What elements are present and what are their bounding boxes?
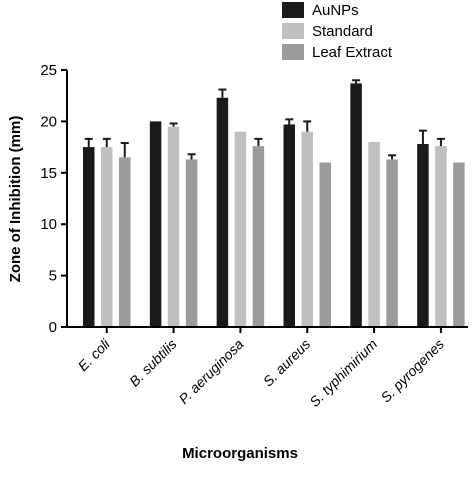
x-tick-label: S. aureus (260, 336, 314, 390)
legend-label: Leaf Extract (312, 44, 393, 61)
bar-aunps (83, 147, 95, 327)
y-tick-label: 20 (40, 113, 57, 130)
bar-aunps (283, 124, 295, 327)
bar-aunps (350, 83, 362, 327)
legend-swatch (282, 2, 304, 18)
bar-leaf-extract (319, 162, 331, 327)
bar-standard (368, 141, 380, 327)
y-tick-label: 25 (40, 62, 57, 79)
bar-aunps (216, 97, 229, 327)
x-tick-label: S. pyrogenes (377, 336, 447, 406)
legend-label: Standard (312, 23, 373, 40)
x-tick-label: P. aeruginosa (175, 336, 246, 407)
bar-leaf-extract (386, 159, 398, 327)
legend-swatch (282, 23, 304, 39)
bar-leaf-extract (252, 146, 265, 327)
y-tick-label: 5 (49, 268, 57, 285)
bar-aunps (417, 144, 429, 327)
bar-standard (167, 126, 180, 327)
x-tick-label: S. typhimirium (306, 336, 380, 410)
legend-label: AuNPs (312, 2, 359, 19)
legend-swatch (282, 44, 304, 60)
bar-standard (234, 131, 247, 327)
x-axis-title: Microorganisms (182, 445, 298, 462)
bar-aunps (149, 121, 162, 328)
bar-leaf-extract (185, 159, 198, 327)
bars-group (83, 79, 465, 328)
bar-standard (101, 147, 113, 327)
bar-standard (301, 131, 313, 327)
y-tick-label: 15 (40, 165, 57, 182)
x-tick-label: B. subtilis (126, 336, 180, 390)
bar-standard (435, 146, 447, 327)
bar-leaf-extract (453, 162, 465, 327)
y-axis: 0 5 10 15 20 25 (40, 62, 68, 336)
x-tick-label: E. coli (75, 335, 114, 374)
legend: AuNPs Standard Leaf Extract (282, 2, 393, 61)
y-axis-title: Zone of Inhibition (mm) (7, 116, 24, 283)
y-tick-label: 10 (40, 216, 57, 233)
y-tick-label: 0 (49, 319, 57, 336)
bar-leaf-extract (119, 157, 131, 327)
